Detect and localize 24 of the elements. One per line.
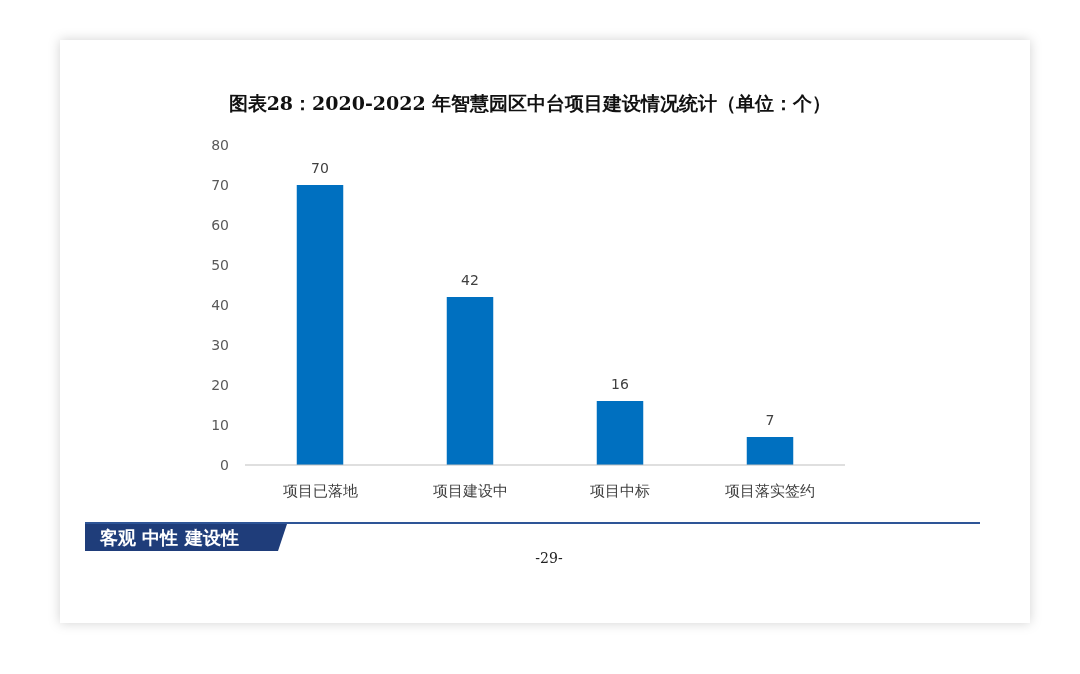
y-tick-label: 70 <box>211 177 229 193</box>
text: 客观 中性 建设性 <box>99 527 239 548</box>
data-label: 16 <box>611 376 629 392</box>
y-tick-label: 10 <box>211 417 229 433</box>
chart-title: 图表28：2020-2022 年智慧园区中台项目建设情况统计（单位：个） <box>228 92 832 114</box>
y-tick-label: 0 <box>220 457 229 473</box>
y-tick-label: 30 <box>211 337 229 353</box>
y-tick-label: 40 <box>211 297 229 313</box>
y-tick-label: 50 <box>211 257 229 273</box>
data-label: 70 <box>311 160 329 176</box>
bar <box>446 297 494 465</box>
bar <box>296 185 344 465</box>
y-tick-label: 80 <box>211 137 229 153</box>
bar <box>596 401 644 465</box>
text: -29- <box>535 550 563 566</box>
data-label: 7 <box>765 412 775 428</box>
x-tick-label: 项目落实签约 <box>725 482 815 500</box>
x-tick-label: 项目中标 <box>590 482 650 500</box>
y-tick-label: 20 <box>211 377 229 393</box>
bar <box>746 437 794 465</box>
y-tick-label: 60 <box>211 217 229 233</box>
x-tick-label: 项目建设中 <box>432 482 508 500</box>
data-label: 42 <box>461 272 479 288</box>
x-tick-label: 项目已落地 <box>282 482 358 500</box>
